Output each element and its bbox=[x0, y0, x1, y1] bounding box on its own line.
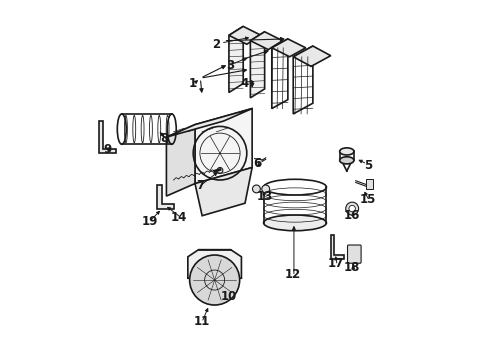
Text: 2: 2 bbox=[212, 38, 220, 51]
Polygon shape bbox=[167, 125, 195, 196]
Polygon shape bbox=[272, 39, 288, 109]
Text: 10: 10 bbox=[221, 289, 237, 303]
Polygon shape bbox=[98, 121, 116, 153]
Polygon shape bbox=[188, 249, 242, 278]
Polygon shape bbox=[229, 26, 243, 93]
Polygon shape bbox=[293, 46, 313, 114]
Text: 4: 4 bbox=[241, 77, 249, 90]
Polygon shape bbox=[195, 167, 252, 216]
Text: 14: 14 bbox=[171, 211, 187, 224]
Text: 5: 5 bbox=[364, 159, 372, 172]
Polygon shape bbox=[195, 109, 252, 184]
Text: 15: 15 bbox=[360, 193, 376, 206]
Circle shape bbox=[262, 185, 270, 193]
Text: 13: 13 bbox=[257, 190, 273, 203]
Text: 3: 3 bbox=[227, 59, 235, 72]
Text: 1: 1 bbox=[189, 77, 197, 90]
Polygon shape bbox=[331, 235, 344, 258]
Bar bbox=[367, 179, 373, 189]
Polygon shape bbox=[272, 39, 306, 57]
Text: 11: 11 bbox=[194, 315, 210, 328]
Text: 7: 7 bbox=[196, 179, 204, 192]
Text: 18: 18 bbox=[344, 261, 360, 274]
FancyBboxPatch shape bbox=[347, 245, 361, 263]
Text: 16: 16 bbox=[344, 209, 360, 222]
Text: 6: 6 bbox=[253, 157, 262, 170]
Text: 17: 17 bbox=[328, 257, 344, 270]
Text: 8: 8 bbox=[161, 132, 169, 145]
Circle shape bbox=[349, 205, 355, 212]
Circle shape bbox=[190, 255, 240, 305]
Polygon shape bbox=[250, 32, 283, 50]
Text: 9: 9 bbox=[103, 143, 112, 156]
Polygon shape bbox=[167, 109, 252, 137]
Polygon shape bbox=[293, 46, 331, 66]
Circle shape bbox=[252, 185, 260, 193]
Text: 12: 12 bbox=[285, 268, 301, 281]
Ellipse shape bbox=[340, 148, 354, 155]
Polygon shape bbox=[229, 26, 261, 44]
Ellipse shape bbox=[340, 157, 354, 164]
Circle shape bbox=[346, 202, 359, 215]
Ellipse shape bbox=[264, 215, 326, 231]
Polygon shape bbox=[157, 185, 173, 208]
Polygon shape bbox=[250, 32, 265, 98]
Text: 19: 19 bbox=[142, 215, 159, 228]
